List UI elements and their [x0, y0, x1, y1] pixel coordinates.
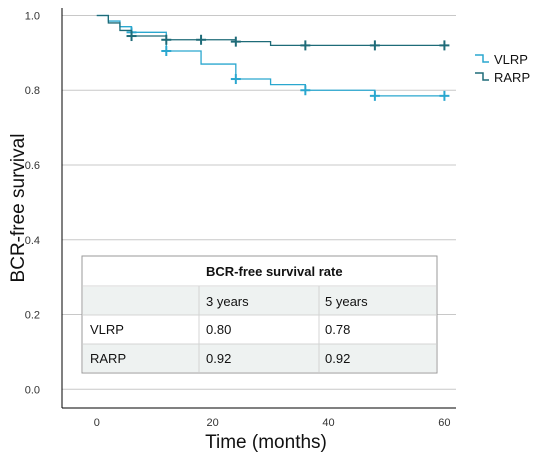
- axes: [61, 8, 456, 409]
- table-band-rarp: [83, 344, 436, 372]
- censor-mark-rarp: [126, 31, 137, 42]
- legend: VLRP RARP: [475, 52, 530, 85]
- censor-mark-vlrp: [369, 90, 380, 101]
- x-tick-label: 40: [322, 417, 334, 429]
- legend-swatch: [475, 54, 489, 63]
- survival-rate-table: BCR-free survival rate 3 years 5 years V…: [81, 255, 438, 374]
- y-tick-label: 0.4: [25, 235, 40, 247]
- table-cell: 0.92: [206, 351, 231, 366]
- table-col-header: 5 years: [325, 294, 368, 309]
- censor-mark-rarp: [439, 40, 450, 51]
- censor-mark-vlrp: [439, 90, 450, 101]
- legend-item-rarp: RARP: [475, 70, 530, 85]
- survival-curve-rarp: [96, 14, 445, 47]
- table-row-label: RARP: [90, 351, 126, 366]
- y-tick-label: 0.2: [25, 310, 40, 322]
- y-tick-labels: 0.0 0.2 0.4 0.6 0.8 1.0: [25, 10, 40, 396]
- table-cell: 0.78: [325, 322, 350, 337]
- survival-curves: [96, 14, 450, 101]
- y-tick-label: 0.6: [25, 160, 40, 172]
- legend-swatch: [475, 72, 489, 81]
- table-cell: 0.80: [206, 322, 231, 337]
- x-axis-title: Time (months): [205, 432, 327, 453]
- y-tick-label: 1.0: [25, 10, 40, 22]
- survival-curve-vlrp: [96, 14, 445, 97]
- legend-label: RARP: [494, 70, 530, 85]
- x-tick-label: 0: [94, 417, 100, 429]
- censor-mark-vlrp: [230, 74, 241, 85]
- censor-mark-rarp: [369, 40, 380, 51]
- censor-mark-rarp: [230, 36, 241, 47]
- censor-mark-vlrp: [300, 85, 311, 96]
- censor-mark-rarp: [161, 34, 172, 45]
- table-band-header: [83, 287, 436, 315]
- y-axis-title: BCR-free survival: [8, 134, 29, 283]
- censor-mark-rarp: [196, 34, 207, 45]
- x-tick-label: 60: [438, 417, 450, 429]
- y-tick-label: 0.8: [25, 85, 40, 97]
- legend-label: VLRP: [494, 52, 528, 67]
- x-tick-labels: 0 20 40 60: [94, 417, 451, 429]
- table-title: BCR-free survival rate: [206, 264, 343, 279]
- censor-mark-rarp: [300, 40, 311, 51]
- table-cell: 0.92: [325, 351, 350, 366]
- table-row-label: VLRP: [90, 322, 124, 337]
- y-tick-label: 0.0: [25, 384, 40, 396]
- table-col-header: 3 years: [206, 294, 249, 309]
- censor-mark-vlrp: [161, 45, 172, 56]
- x-tick-label: 20: [207, 417, 219, 429]
- legend-item-vlrp: VLRP: [475, 52, 528, 67]
